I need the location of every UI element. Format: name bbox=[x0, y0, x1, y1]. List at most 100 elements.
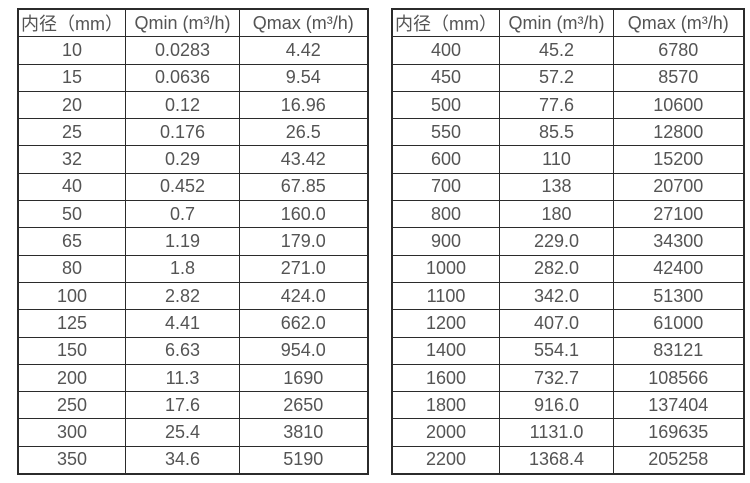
table-cell: 1.19 bbox=[125, 227, 240, 256]
table-cell: 67.85 bbox=[239, 172, 368, 202]
table-row: 2200 1368.4 205258 bbox=[391, 445, 744, 475]
table-row: 200 11.3 1690 bbox=[17, 363, 368, 393]
table-cell: 8570 bbox=[613, 63, 744, 92]
table-cell: 954.0 bbox=[239, 336, 368, 365]
table-row: 40 0.452 67.85 bbox=[17, 172, 368, 202]
table-cell: 700 bbox=[391, 172, 500, 202]
table-row: 125 4.41 662.0 bbox=[17, 309, 368, 338]
table-row: 300 25.4 3810 bbox=[17, 418, 368, 447]
table-cell: 43.42 bbox=[239, 145, 368, 174]
header-qmin: Qmin (m³/h) bbox=[499, 8, 614, 38]
table-cell: 282.0 bbox=[499, 254, 614, 283]
table-cell: 17.6 bbox=[125, 391, 240, 420]
flow-table-large-diameters: 内径（mm） Qmin (m³/h) Qmax (m³/h) 400 45.2 67… bbox=[391, 8, 745, 476]
table-cell: 65 bbox=[17, 227, 126, 256]
table-header-row: 内径（mm） Qmin (m³/h) Qmax (m³/h) bbox=[17, 8, 368, 38]
table-cell: 1.8 bbox=[125, 254, 240, 283]
table-body: 10 0.0283 4.42 15 0.0636 9.54 20 0.12 16.96 25 0.1… bbox=[17, 36, 368, 475]
table-cell: 83121 bbox=[613, 336, 744, 365]
table-cell: 138 bbox=[499, 172, 614, 202]
table-row: 1800 916.0 137404 bbox=[391, 391, 744, 420]
table-cell: 85.5 bbox=[499, 118, 614, 147]
flow-table-small-diameters: 内径（mm） Qmin (m³/h) Qmax (m³/h) 10 0.0283 4… bbox=[17, 8, 369, 476]
table-cell: 550 bbox=[391, 118, 500, 147]
table-cell: 1400 bbox=[391, 336, 500, 365]
table-cell: 15 bbox=[17, 63, 126, 92]
table-cell: 26.5 bbox=[239, 118, 368, 147]
table-cell: 80 bbox=[17, 254, 126, 283]
table-cell: 1800 bbox=[391, 391, 500, 420]
table-cell: 150 bbox=[17, 336, 126, 365]
table-cell: 9.54 bbox=[239, 63, 368, 92]
table-row: 1200 407.0 61000 bbox=[391, 309, 744, 338]
table-cell: 0.0283 bbox=[125, 36, 240, 65]
table-cell: 10 bbox=[17, 36, 126, 65]
table-row: 500 77.6 10600 bbox=[391, 90, 744, 120]
table-cell: 100 bbox=[17, 281, 126, 311]
table-cell: 4.41 bbox=[125, 309, 240, 338]
table-row: 550 85.5 12800 bbox=[391, 118, 744, 147]
table-cell: 77.6 bbox=[499, 90, 614, 120]
table-cell: 4.42 bbox=[239, 36, 368, 65]
table-cell: 424.0 bbox=[239, 281, 368, 311]
table-cell: 250 bbox=[17, 391, 126, 420]
header-inner-diameter: 内径（mm） bbox=[391, 8, 500, 38]
table-row: 20 0.12 16.96 bbox=[17, 90, 368, 120]
table-row: 80 1.8 271.0 bbox=[17, 254, 368, 283]
table-cell: 27100 bbox=[613, 200, 744, 229]
table-body: 400 45.2 6780 450 57.2 8570 500 77.6 10600 550 85.… bbox=[391, 36, 744, 475]
table-cell: 2.82 bbox=[125, 281, 240, 311]
table-cell: 25.4 bbox=[125, 418, 240, 447]
table-cell: 6780 bbox=[613, 36, 744, 65]
header-qmax: Qmax (m³/h) bbox=[239, 8, 368, 38]
table-cell: 400 bbox=[391, 36, 500, 65]
table-cell: 50 bbox=[17, 200, 126, 229]
table-cell: 20700 bbox=[613, 172, 744, 202]
table-row: 450 57.2 8570 bbox=[391, 63, 744, 92]
table-cell: 10600 bbox=[613, 90, 744, 120]
table-cell: 160.0 bbox=[239, 200, 368, 229]
table-cell: 407.0 bbox=[499, 309, 614, 338]
table-cell: 1100 bbox=[391, 281, 500, 311]
table-cell: 108566 bbox=[613, 363, 744, 393]
table-header-row: 内径（mm） Qmin (m³/h) Qmax (m³/h) bbox=[391, 8, 744, 38]
table-cell: 3810 bbox=[239, 418, 368, 447]
table-cell: 20 bbox=[17, 90, 126, 120]
table-cell: 2000 bbox=[391, 418, 500, 447]
table-cell: 16.96 bbox=[239, 90, 368, 120]
table-cell: 1368.4 bbox=[499, 445, 614, 475]
table-row: 100 2.82 424.0 bbox=[17, 281, 368, 311]
table-row: 15 0.0636 9.54 bbox=[17, 63, 368, 92]
table-cell: 34.6 bbox=[125, 445, 240, 475]
table-cell: 0.452 bbox=[125, 172, 240, 202]
table-cell: 342.0 bbox=[499, 281, 614, 311]
table-cell: 900 bbox=[391, 227, 500, 256]
table-row: 1400 554.1 83121 bbox=[391, 336, 744, 365]
table-row: 350 34.6 5190 bbox=[17, 445, 368, 475]
table-row: 400 45.2 6780 bbox=[391, 36, 744, 65]
table-cell: 2200 bbox=[391, 445, 500, 475]
table-cell: 200 bbox=[17, 363, 126, 393]
table-cell: 12800 bbox=[613, 118, 744, 147]
table-row: 250 17.6 2650 bbox=[17, 391, 368, 420]
table-cell: 0.12 bbox=[125, 90, 240, 120]
table-cell: 0.29 bbox=[125, 145, 240, 174]
table-cell: 45.2 bbox=[499, 36, 614, 65]
table-cell: 450 bbox=[391, 63, 500, 92]
table-cell: 1200 bbox=[391, 309, 500, 338]
table-row: 32 0.29 43.42 bbox=[17, 145, 368, 174]
table-cell: 205258 bbox=[613, 445, 744, 475]
header-qmax: Qmax (m³/h) bbox=[613, 8, 744, 38]
table-cell: 110 bbox=[499, 145, 614, 174]
table-row: 25 0.176 26.5 bbox=[17, 118, 368, 147]
table-cell: 300 bbox=[17, 418, 126, 447]
table-row: 600 110 15200 bbox=[391, 145, 744, 174]
table-row: 1600 732.7 108566 bbox=[391, 363, 744, 393]
header-inner-diameter: 内径（mm） bbox=[17, 8, 126, 38]
table-row: 150 6.63 954.0 bbox=[17, 336, 368, 365]
table-cell: 1131.0 bbox=[499, 418, 614, 447]
table-row: 1100 342.0 51300 bbox=[391, 281, 744, 311]
table-cell: 25 bbox=[17, 118, 126, 147]
table-cell: 0.7 bbox=[125, 200, 240, 229]
